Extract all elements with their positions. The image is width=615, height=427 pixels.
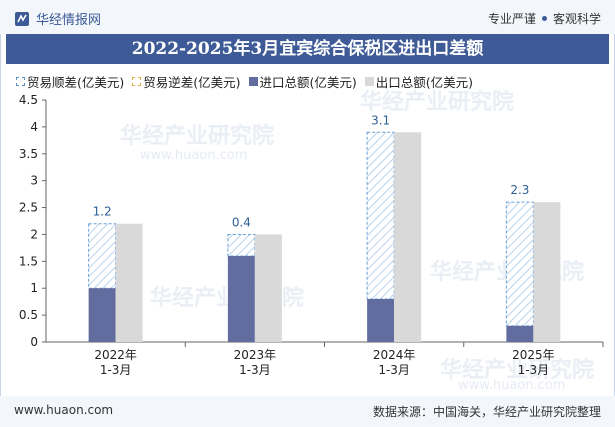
x-tick-label: 1-3月 [518, 363, 550, 377]
data-label-surplus: 2.3 [510, 183, 529, 197]
chart-legend: 贸易顺差(亿美元) 贸易逆差(亿美元) 进口总额(亿美元) 出口总额(亿美元) [16, 72, 473, 91]
y-tick-label: 3 [30, 174, 38, 188]
legend-item-export[interactable]: 出口总额(亿美元) [364, 72, 474, 91]
header-slogan: 专业严谨 客观科学 [488, 10, 601, 27]
x-tick-label: 2024年 [373, 348, 416, 362]
bar-surplus [366, 131, 395, 300]
y-tick-label: 2 [30, 227, 38, 241]
y-tick-label: 1 [30, 281, 38, 295]
x-tick-label: 1-3月 [239, 363, 271, 377]
legend-swatch-import [248, 77, 258, 86]
legend-label-deficit: 贸易逆差(亿美元) [143, 75, 241, 90]
legend-label-surplus: 贸易顺差(亿美元) [27, 75, 125, 90]
legend-label-import: 进口总额(亿美元) [259, 75, 357, 90]
footer-website-link[interactable]: www.huaon.com [14, 403, 114, 417]
legend-swatch-surplus [16, 77, 25, 86]
y-tick-label: 1.5 [19, 254, 38, 268]
legend-label-export: 出口总额(亿美元) [375, 75, 474, 90]
legend-item-import[interactable]: 进口总额(亿美元) [248, 72, 357, 91]
legend-swatch-deficit [132, 77, 142, 86]
brand[interactable]: 华经情报网 [14, 9, 101, 28]
legend-item-surplus[interactable]: 贸易顺差(亿美元) [16, 72, 124, 91]
x-tick-label: 1-3月 [100, 363, 132, 377]
x-tick-label: 1-3月 [378, 363, 410, 377]
bar-import [227, 255, 255, 342]
y-tick-label: 2.5 [19, 201, 38, 215]
header-bar: 华经情报网 专业严谨 客观科学 [0, 0, 615, 34]
bar-import [506, 325, 534, 342]
bar-surplus [88, 223, 117, 289]
legend-swatch-export [364, 77, 374, 86]
chart-plot: 00.511.522.533.544.5 1.22022年1-3月0.42023… [19, 93, 604, 377]
bar-export [254, 234, 282, 342]
data-label-surplus: 3.1 [371, 113, 390, 127]
bar-export [394, 132, 422, 342]
y-tick-label: 0.5 [19, 308, 38, 322]
bar-import [367, 298, 395, 342]
x-tick-label: 2023年 [234, 348, 277, 362]
legend-item-deficit[interactable]: 贸易逆差(亿美元) [132, 72, 241, 91]
x-tick-label: 2022年 [94, 348, 137, 362]
footer-bar: www.huaon.com 数据来源：中国海关，华经产业研究院整理 [0, 396, 615, 427]
bar-export [533, 202, 561, 342]
y-tick-label: 4.5 [19, 93, 38, 107]
bar-surplus [505, 201, 534, 327]
bar-import [88, 288, 116, 342]
y-tick-label: 0 [30, 335, 38, 349]
footer-source: 数据来源：中国海关，华经产业研究院整理 [372, 405, 601, 419]
bar-surplus [227, 233, 256, 257]
brand-name: 华经情报网 [36, 13, 102, 28]
bullet-dot-icon [541, 16, 547, 21]
slogan-text-2: 客观科学 [552, 12, 601, 26]
slogan-text-1: 专业严谨 [487, 12, 536, 26]
y-tick-label: 4 [30, 120, 38, 134]
x-tick-label: 2025年 [512, 348, 555, 362]
y-tick-label: 3.5 [19, 147, 38, 161]
bar-export [115, 223, 143, 342]
data-label-surplus: 0.4 [232, 215, 251, 229]
data-label-surplus: 1.2 [93, 205, 112, 219]
brand-logo-icon [15, 11, 29, 26]
chart-title: 2022-2025年3月宜宾综合保税区进出口差额 [6, 34, 609, 64]
